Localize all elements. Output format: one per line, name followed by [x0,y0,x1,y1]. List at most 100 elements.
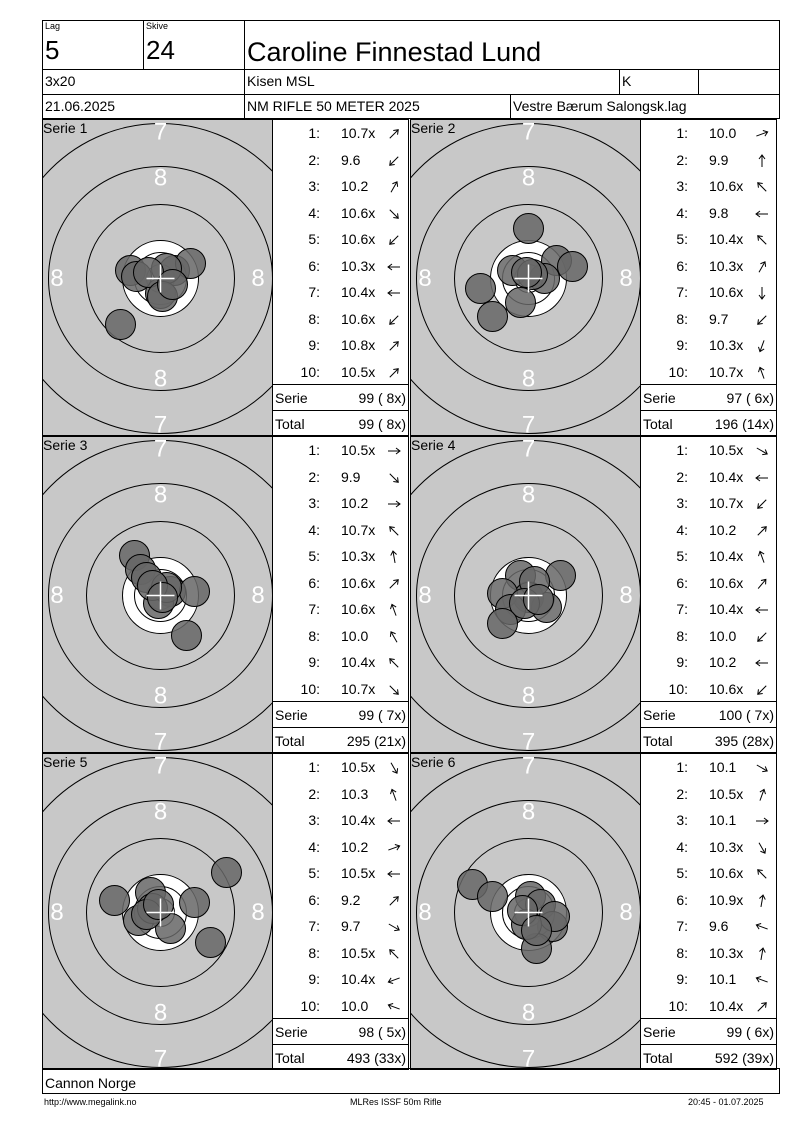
ring-label-8-bottom: 8 [522,1000,535,1027]
direction-arrow-icon [389,208,399,219]
shot-number: 10: [668,997,688,1014]
shot-list-3: 1: 10.5x 2: 9.9 3: 10.2 4: 10.7x 5: 10.3x 6: 10.6x 7… [272,436,409,753]
shot-number: 2: [308,151,320,168]
shot-row: 9: 10.1 [641,966,776,992]
direction-arrow-icon [758,287,766,300]
shot-row: 7: 9.7 [273,913,408,939]
name-cell: Caroline Finnestad Lund [244,20,780,70]
shot-value: 10.1 [709,759,737,775]
total-sum-label: Total [643,733,673,749]
ring-label-7-bottom: 7 [154,729,167,754]
total-sum-score: 99 ( 8x) [358,416,406,432]
ring-label-8-top: 8 [522,799,535,826]
ring-label-8-bottom: 8 [522,683,535,710]
shot-hole [99,885,130,916]
shot-hole [511,257,542,288]
shot-hole [171,620,202,651]
organizer: Vestre Bærum Salongsk.lag [513,98,687,114]
ring-label-8-bottom: 8 [154,1000,167,1027]
shot-row: 8: 9.7 [641,306,776,332]
ring-label-8-left: 8 [418,582,431,609]
shot-value: 9.7 [709,310,729,327]
shot-value: 10.4x [709,468,744,485]
ring-label-8-right: 8 [251,265,264,292]
serie-sum-label: Serie [275,707,308,723]
target-3: 7 7 8 8 8 8 Serie 3 [42,436,273,753]
direction-arrow-icon [389,155,399,166]
shot-value: 10.3x [709,337,744,353]
ring-label-8-right: 8 [251,899,264,926]
shot-row: 5: 10.4x [641,543,776,569]
footer-url[interactable]: http://www.megalink.no [44,1097,137,1107]
ring-label-8-left: 8 [418,899,431,926]
total-sum-score: 592 (39x) [714,1050,774,1066]
serie-sum-score: 99 ( 8x) [358,390,406,406]
direction-arrow-icon [758,550,765,563]
club: Kisen MSL [247,73,315,89]
shot-value: 10.9x [709,891,744,908]
shot-number: 1: [308,125,320,141]
serie-sum-score: 97 ( 6x) [726,390,774,406]
club-cell: Kisen MSL [244,69,620,95]
shot-row: 4: 10.2 [641,517,776,543]
shot-row: 2: 10.3 [273,781,408,807]
shot-hole [147,582,178,613]
shot-number: 3: [676,178,688,194]
shot-row: 1: 10.1 [641,754,776,780]
shot-value: 9.6 [341,151,361,168]
organizer-cell: Vestre Bærum Salongsk.lag [510,94,780,119]
shot-value: 10.4x [709,997,744,1014]
shot-number: 8: [676,944,688,961]
direction-arrow-icon [757,499,767,509]
shot-row: 10: 10.5x [273,359,408,385]
shot-hole [465,273,496,304]
shot-number: 5: [308,548,320,564]
ring-label-8-bottom: 8 [154,366,167,393]
direction-arrow-icon [757,869,767,879]
direction-arrow-icon [387,263,400,270]
ring-label-8-left: 8 [50,899,63,926]
shot-row: 6: 10.3x [273,253,408,279]
direction-arrow-icon [759,946,766,960]
serie-sum: Serie 99 ( 8x) [273,384,408,410]
ring-label-8-bottom: 8 [154,683,167,710]
shot-number: 2: [308,785,320,802]
direction-arrow-icon [755,210,768,217]
direction-arrow-icon [389,367,399,378]
direction-arrow-icon [759,893,766,907]
target-1: 7 7 8 8 8 8 Serie 1 [42,119,273,436]
serie-sum-label: Serie [643,707,676,723]
shot-number: 5: [676,231,688,247]
shot-number: 3: [308,178,320,194]
shot-hole [157,269,188,300]
total-sum-label: Total [643,1050,673,1066]
shot-hole [521,915,552,946]
direction-arrow-icon [389,578,399,589]
direction-arrow-icon [390,181,399,193]
shot-value: 10.0 [341,997,369,1014]
shot-hole [487,608,518,639]
shot-hole [513,213,544,244]
total-sum-score: 493 (33x) [346,1050,406,1066]
shot-row: 5: 10.3x [273,543,408,569]
shooter-name: Caroline Finnestad Lund [247,37,542,67]
class: K [622,73,632,89]
shot-number: 6: [308,891,320,908]
shot-number: 1: [676,125,688,141]
direction-arrow-icon [389,948,399,959]
shot-hole [557,251,588,282]
shot-value: 10.0 [709,125,737,141]
shot-hole [195,927,226,958]
shot-row: 6: 9.2 [273,887,408,913]
shot-number: 10: [668,680,688,697]
ring-label-8-left: 8 [50,582,63,609]
shot-value: 10.4x [709,601,744,617]
shot-row: 2: 10.5x [641,781,776,807]
serie-sum: Serie 98 ( 5x) [273,1018,408,1044]
shot-row: 3: 10.7x [641,490,776,516]
shot-row: 4: 9.8 [641,200,776,226]
shot-number: 7: [308,918,320,934]
shot-value: 10.5x [341,363,376,380]
direction-arrow-icon [389,525,399,536]
shot-row: 2: 9.9 [273,464,408,490]
